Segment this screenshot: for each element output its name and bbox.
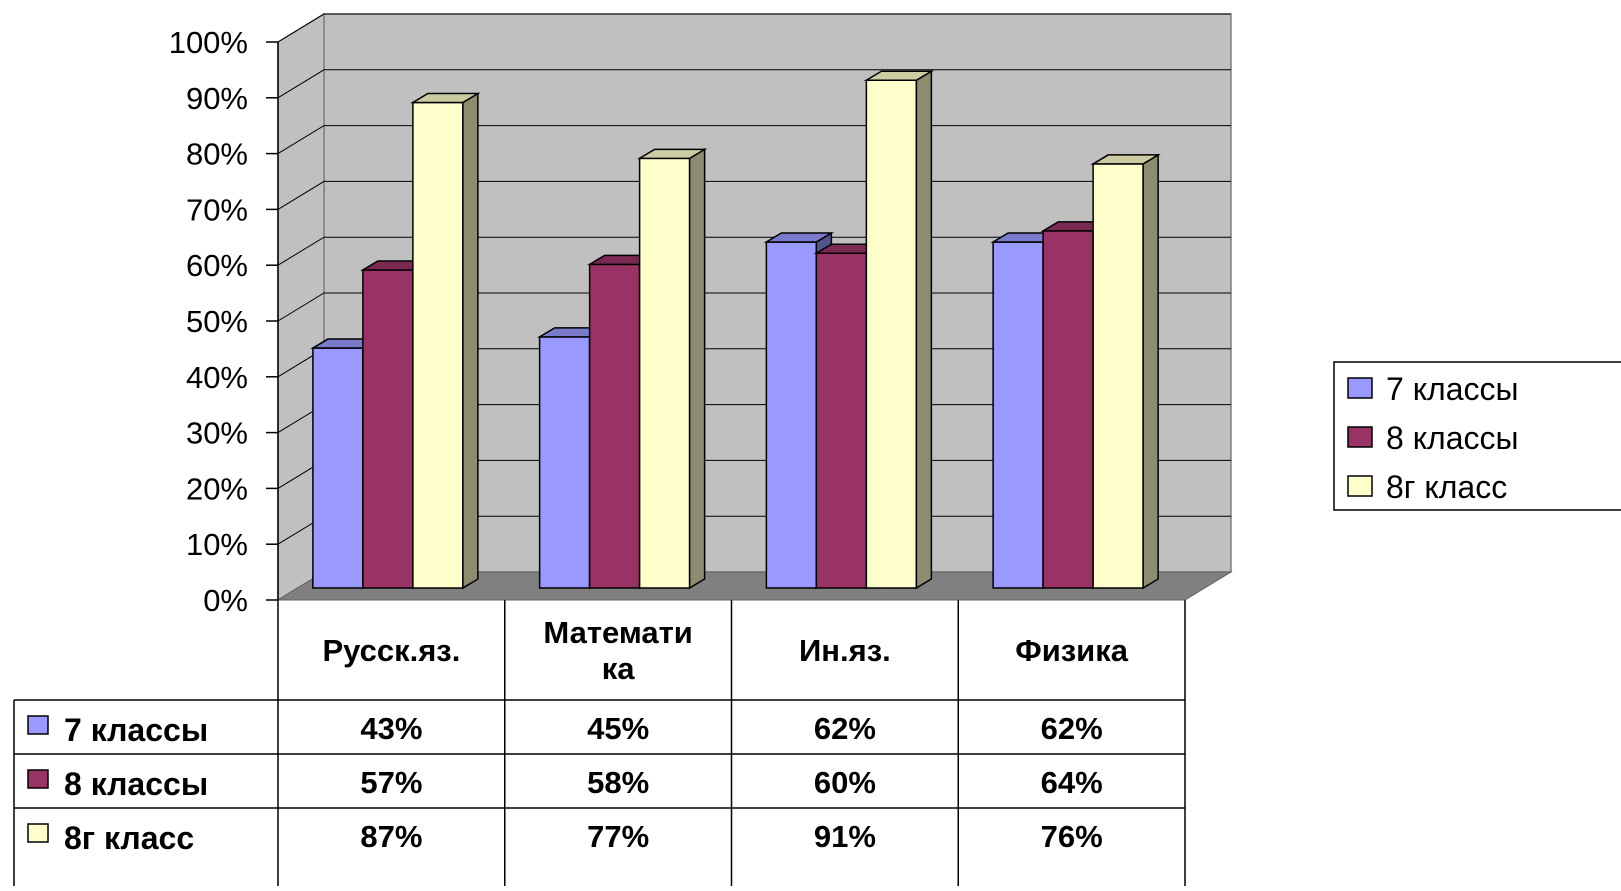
- bar-top: [863, 70, 935, 81]
- y-tick-label: 80%: [186, 137, 248, 172]
- data-label: 60%: [814, 765, 876, 800]
- legend-swatch: [1347, 377, 1373, 399]
- data-label: 87%: [360, 819, 422, 854]
- bar-front: [362, 269, 414, 589]
- data-label: 57%: [360, 765, 422, 800]
- data-label: 91%: [814, 819, 876, 854]
- data-label: 58%: [587, 765, 649, 800]
- y-tick-label: 90%: [186, 81, 248, 116]
- data-label: 62%: [814, 711, 876, 746]
- bar-top: [763, 232, 835, 243]
- bar-side: [688, 148, 706, 590]
- table-row-label: 8г класс: [64, 820, 194, 856]
- bar: [1090, 153, 1161, 590]
- bar-front: [1092, 163, 1144, 589]
- bar-front: [865, 79, 918, 589]
- bar-front: [638, 157, 691, 589]
- data-label: 77%: [587, 819, 649, 854]
- bars: [310, 69, 1161, 590]
- legend-box: [1333, 361, 1621, 511]
- data-table: Русск.яз. Математи ка Ин.яз. Физика 7 классы 4…: [13, 600, 1186, 886]
- data-label: 76%: [1041, 819, 1103, 854]
- gridline: [277, 13, 1231, 43]
- bar-side: [1142, 153, 1159, 590]
- bar-front: [412, 101, 464, 589]
- legend-label: 7 классы: [1386, 371, 1519, 407]
- bar-front: [538, 336, 591, 589]
- table-row-label: 7 классы: [64, 712, 208, 748]
- y-tick-label: 30%: [186, 416, 248, 451]
- data-label: 45%: [587, 711, 649, 746]
- y-tick-label: 50%: [186, 304, 248, 339]
- y-tick-label: 10%: [186, 527, 248, 562]
- legend-swatch: [1347, 426, 1373, 448]
- x-category-label-line: Русск.яз.: [322, 633, 460, 668]
- y-tick-label: 0%: [203, 583, 248, 618]
- bar-top: [1090, 154, 1161, 165]
- table-legend-key: [27, 769, 49, 789]
- x-category-label-line: ка: [602, 651, 636, 686]
- bar: [863, 69, 935, 590]
- bar: [410, 92, 481, 590]
- y-tick-label: 70%: [186, 192, 248, 227]
- legend: 7 классы 8 классы 8г класс: [1333, 361, 1621, 511]
- data-label: 62%: [1041, 711, 1103, 746]
- bar-front: [1042, 230, 1094, 589]
- legend-label: 8г класс: [1386, 469, 1507, 505]
- y-tick-label: 40%: [186, 360, 248, 395]
- table-row-label: 8 классы: [64, 766, 208, 802]
- data-label: 43%: [360, 711, 422, 746]
- table-legend-key: [27, 715, 49, 735]
- bar-side: [915, 69, 933, 590]
- x-category-label-line: Физика: [1015, 633, 1128, 668]
- y-tick-label: 60%: [186, 248, 248, 283]
- gridline: [277, 69, 1231, 99]
- bar-front: [992, 241, 1044, 589]
- legend-label: 8 классы: [1386, 420, 1519, 456]
- bar-top: [636, 148, 708, 160]
- bar-front: [588, 263, 641, 589]
- bar-side: [462, 92, 479, 590]
- x-category-label: Физика: [1015, 633, 1128, 668]
- bar-top: [410, 92, 481, 104]
- y-tick-label: 20%: [186, 471, 248, 506]
- legend-swatch: [1347, 475, 1373, 497]
- bar-front: [815, 252, 868, 589]
- x-category-label: Математи ка: [543, 615, 692, 686]
- bar-front: [312, 347, 364, 589]
- x-category-label-line: Математи: [543, 615, 692, 650]
- y-tick-label: 100%: [169, 25, 248, 60]
- x-category-label: Ин.яз.: [799, 633, 891, 668]
- x-category-label: Русск.яз.: [322, 633, 460, 668]
- table-legend-key: [27, 823, 49, 843]
- data-label: 64%: [1041, 765, 1103, 800]
- bar-front: [765, 241, 818, 589]
- x-category-label-line: Ин.яз.: [799, 633, 891, 668]
- bar: [636, 148, 708, 590]
